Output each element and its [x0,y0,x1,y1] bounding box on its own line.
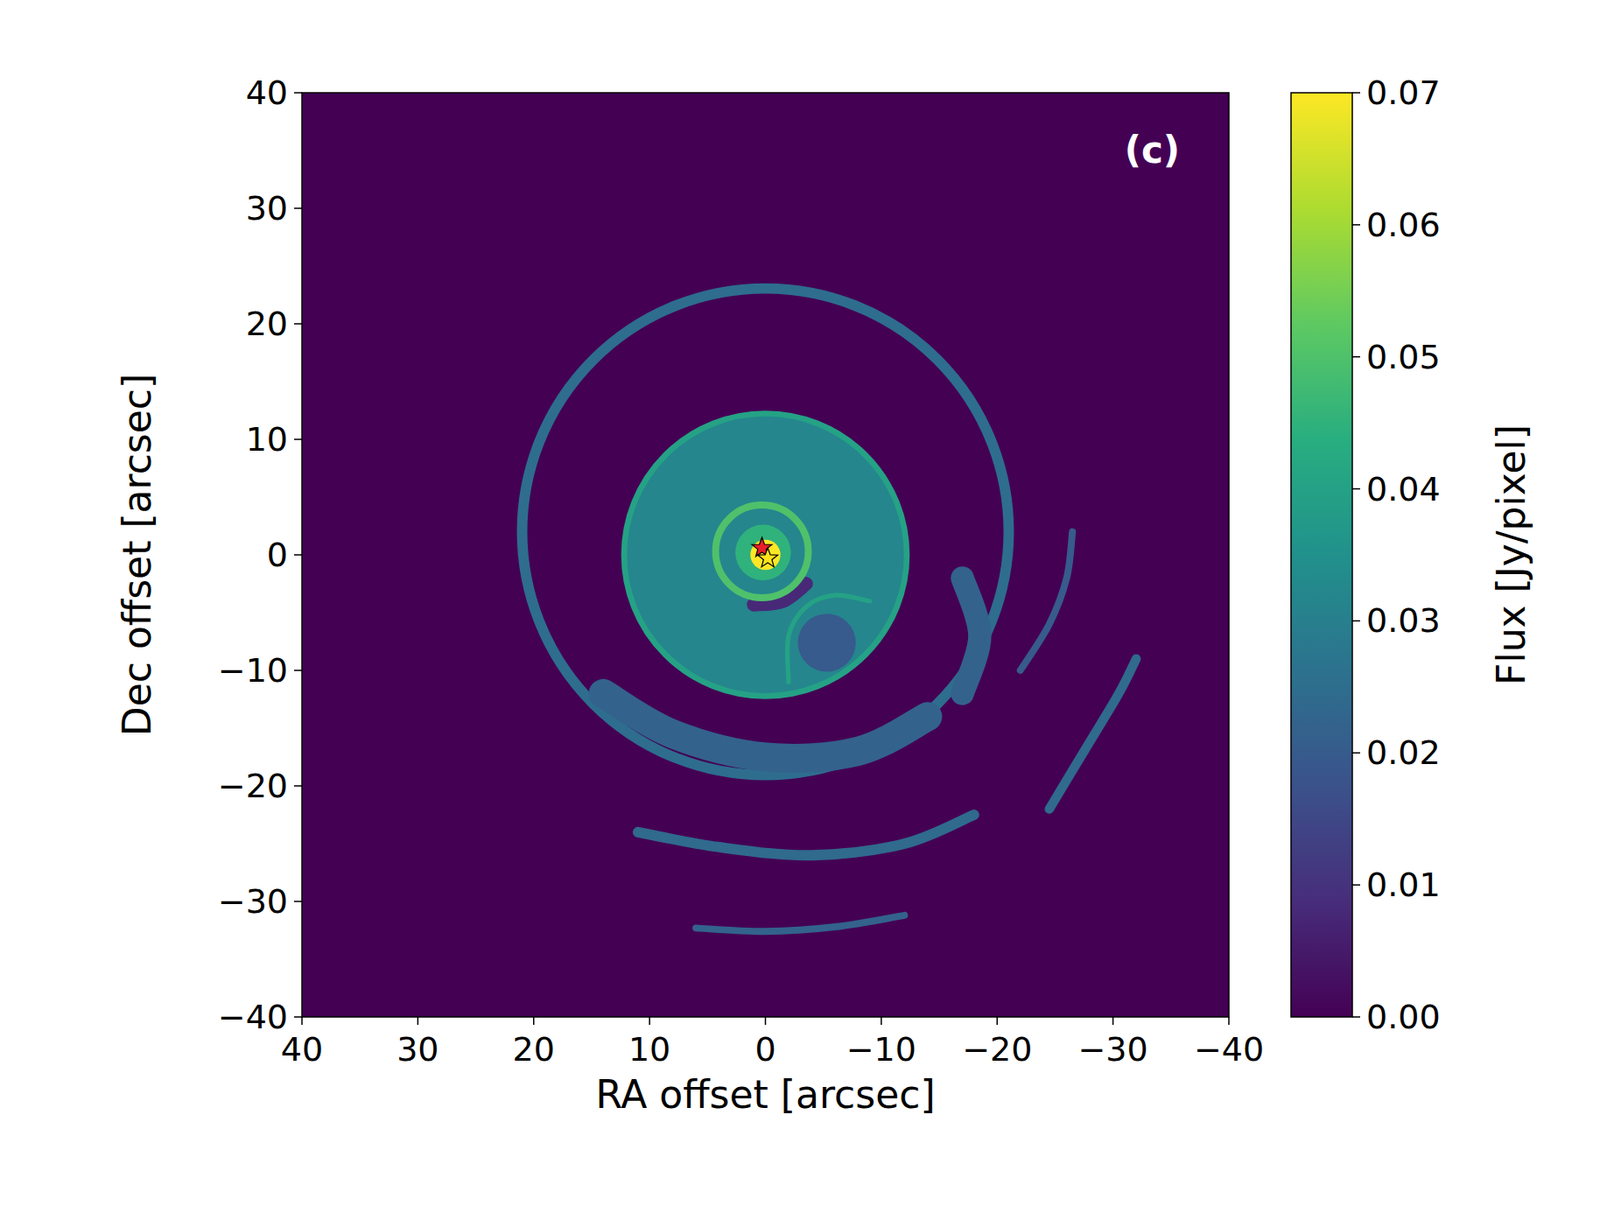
colorbar-tick-label: 0.00 [1366,997,1441,1037]
x-tick-label: −30 [1078,1030,1149,1069]
x-tick [996,1017,999,1025]
arc [962,577,981,694]
star-marker [757,547,779,568]
y-tick-label: 10 [245,420,288,459]
disk [798,613,857,672]
y-tick-label: −10 [217,651,288,690]
colorbar-tick-label: 0.03 [1366,601,1441,640]
x-tick-label: 0 [754,1030,776,1069]
colorbar [1291,92,1353,1018]
x-tick [648,1017,651,1025]
x-tick-label: −10 [846,1030,917,1069]
x-axis-title: RA offset [arcsec] [595,1072,935,1117]
y-tick-label: 40 [245,73,288,113]
background [301,92,1229,1018]
page-background [0,0,1600,1206]
x-tick-label: 10 [628,1030,671,1069]
y-tick-label: −30 [217,882,288,921]
plot-area [301,92,1229,1018]
arc [1049,659,1137,810]
y-tick [294,91,302,94]
x-tick [417,1017,420,1025]
arc [1020,532,1074,671]
disk [624,414,907,697]
x-tick-label: 30 [396,1030,439,1069]
y-tick [294,785,302,787]
colorbar-tick [1352,752,1361,755]
x-tick-label: −20 [961,1030,1032,1069]
y-tick [294,1016,302,1018]
colorbar-tick-label: 0.01 [1366,865,1441,905]
colorbar-tick [1352,91,1361,94]
colorbar-tick [1352,620,1361,623]
y-tick-label: 30 [245,189,288,228]
figure: 40 30 20 10 0 −10 −20 −30 −40 −40 −30 −20 −10 0 10 20 30… [0,0,1600,1206]
y-tick [294,207,302,210]
colorbar-tick-label: 0.04 [1366,470,1441,509]
colorbar-tick [1352,356,1361,358]
arc [638,814,975,856]
y-axis-title: Dec offset [arcsec] [114,373,160,737]
colorbar-tick-label: 0.02 [1366,733,1441,772]
y-tick-label: −40 [217,997,288,1037]
y-tick-label: 20 [245,304,288,344]
y-tick-label: −20 [217,766,288,806]
colorbar-tick [1352,1016,1361,1018]
y-tick [294,900,302,903]
x-tick [533,1017,535,1025]
y-tick [294,438,302,441]
colorbar-tick [1352,224,1361,226]
arc [695,915,905,932]
x-tick [1112,1017,1115,1025]
colorbar-tick [1352,884,1361,886]
y-tick [294,554,302,556]
panel-label: (c) [1124,128,1180,172]
colorbar-label: Flux [Jy/pixel] [1488,424,1534,686]
y-tick [294,322,302,325]
x-tick-label: −40 [1193,1030,1264,1069]
y-tick [294,669,302,672]
x-tick [880,1017,883,1025]
ring [522,288,1010,776]
colorbar-tick-label: 0.05 [1366,337,1441,377]
ring [624,414,907,697]
x-tick [1228,1017,1230,1025]
plot-frame [301,92,1229,1018]
arc [603,693,928,758]
x-tick-label: 20 [512,1030,555,1069]
arc [787,595,871,682]
colorbar-tick-label: 0.07 [1366,73,1441,113]
ring [715,505,809,598]
colorbar-tick [1352,488,1361,491]
disk [735,525,792,582]
x-tick [301,1017,303,1025]
x-tick [764,1017,767,1025]
colorbar-tick-label: 0.06 [1366,205,1441,245]
y-tick-label: 0 [266,535,288,575]
